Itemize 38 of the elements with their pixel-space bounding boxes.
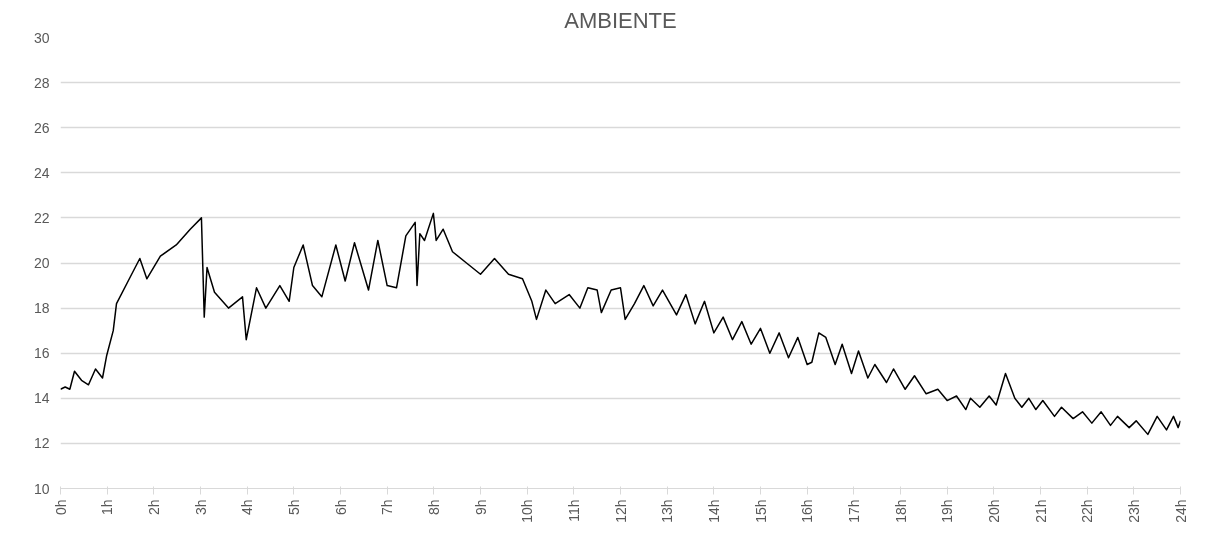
x-tick-label: 17h bbox=[845, 499, 862, 523]
x-tick-label: 23h bbox=[1125, 499, 1142, 523]
y-tick-label: 30 bbox=[33, 29, 50, 46]
x-tick-label: 14h bbox=[705, 499, 722, 523]
x-tick-label: 10h bbox=[519, 499, 536, 523]
x-tick-label: 16h bbox=[799, 499, 816, 523]
x-tick-label: 18h bbox=[892, 499, 909, 523]
x-tick-label: 11h bbox=[565, 499, 582, 522]
x-tick-label: 12h bbox=[612, 499, 629, 523]
x-tick-label: 8h bbox=[425, 499, 442, 516]
y-tick-label: 12 bbox=[33, 435, 50, 452]
y-tick-label: 22 bbox=[33, 209, 50, 226]
x-tick-label: 3h bbox=[192, 499, 209, 516]
y-tick-label: 28 bbox=[33, 74, 50, 91]
y-tick-label: 16 bbox=[33, 345, 50, 362]
x-tick-label: 1h bbox=[99, 499, 116, 516]
x-tick-label: 13h bbox=[659, 499, 676, 523]
x-tick-label: 9h bbox=[472, 499, 489, 516]
x-tick-label: 22h bbox=[1079, 499, 1096, 523]
x-tick-label: 2h bbox=[145, 499, 162, 516]
x-tick-label: 6h bbox=[332, 499, 349, 516]
y-tick-label: 14 bbox=[33, 390, 50, 407]
x-tick-label: 20h bbox=[985, 499, 1002, 523]
y-tick-label: 26 bbox=[33, 119, 50, 136]
line-series bbox=[60, 212, 1181, 436]
x-tick-label: 19h bbox=[939, 499, 956, 523]
y-tick-label: 10 bbox=[33, 480, 50, 497]
x-tick-label: 4h bbox=[239, 499, 256, 516]
chart-title: AMBIENTE bbox=[564, 7, 677, 33]
x-tick-label: 7h bbox=[379, 499, 396, 516]
y-tick-label: 18 bbox=[33, 300, 50, 317]
x-tick-label: 0h bbox=[52, 499, 69, 516]
x-tick-label: 5h bbox=[285, 499, 302, 516]
y-tick-label: 24 bbox=[33, 164, 50, 181]
y-tick-label: 20 bbox=[33, 255, 50, 271]
x-tick-label: 24h bbox=[1172, 499, 1189, 523]
x-tick-label: 15h bbox=[752, 499, 769, 523]
x-tick-label: 21h bbox=[1032, 499, 1049, 523]
